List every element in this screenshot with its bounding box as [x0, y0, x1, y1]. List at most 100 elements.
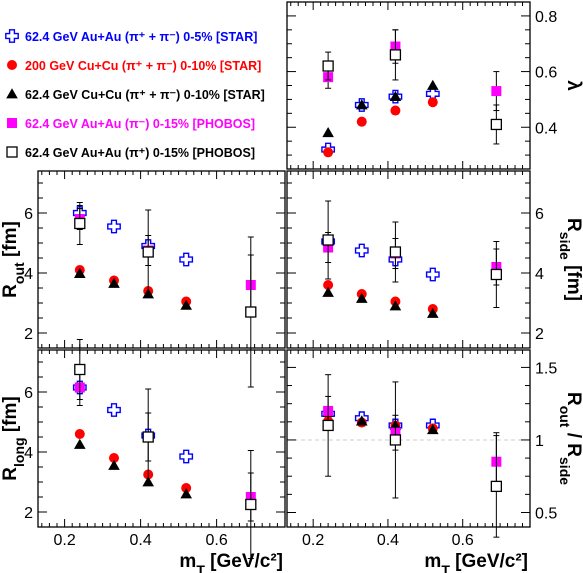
open-square-marker	[490, 480, 503, 493]
filled-triangle-marker	[389, 300, 402, 311]
y-tick-label: 4	[24, 445, 33, 462]
y-tick-label: 4	[24, 266, 33, 283]
y-tick-label: 6	[24, 206, 33, 223]
series	[322, 79, 439, 138]
series	[74, 267, 192, 310]
x-tick-label: 0.6	[205, 532, 227, 549]
legend-label: 200 GeV Cu+Cu (π⁺ + π⁻) 0-10% [STAR]	[25, 59, 261, 73]
filled-triangle-marker	[6, 88, 18, 99]
series	[323, 29, 502, 112]
legend-label: 62.4 GeV Au+Au (π⁺) 0-15% [PHOBOS]	[25, 146, 255, 160]
y-axis-label: Rout / Rside	[557, 392, 583, 485]
legend-entry: 62.4 GeV Au+Au (π⁺ + π⁻) 0-5% [STAR]	[5, 29, 257, 44]
legend-entry: 200 GeV Cu+Cu (π⁺ + π⁻) 0-10% [STAR]	[7, 59, 261, 73]
series	[321, 406, 440, 433]
filled-triangle-marker	[74, 438, 86, 449]
series	[74, 369, 256, 522]
filled-triangle-marker	[108, 459, 120, 470]
x-axis-label: mT [GeV/c²]	[424, 551, 528, 573]
panel-frame	[286, 170, 531, 349]
filled-circle-marker	[7, 60, 17, 70]
open-square-marker	[245, 306, 257, 318]
open-square-marker	[142, 246, 154, 258]
y-axis-label: Rout [fm]	[0, 221, 27, 298]
open-square-marker	[74, 217, 86, 230]
x-tick-label: 0.4	[377, 532, 399, 549]
open-cross-marker	[354, 243, 369, 258]
filled-triangle-marker	[427, 307, 439, 318]
filled-circle-marker	[181, 483, 192, 493]
y-axis-label: λ	[563, 80, 583, 91]
series	[74, 202, 257, 388]
open-cross-marker	[107, 403, 121, 417]
filled-triangle-marker	[322, 127, 334, 138]
filled-square-marker	[491, 86, 502, 97]
series	[321, 234, 440, 282]
x-tick-label: 0.2	[302, 532, 324, 549]
filled-triangle-marker	[74, 267, 86, 278]
open-cross-marker	[179, 252, 194, 267]
filled-triangle-marker	[180, 488, 192, 499]
x-tick-label: 0.2	[53, 532, 75, 549]
panel-frame	[37, 170, 286, 349]
open-square-marker	[322, 60, 334, 72]
series	[72, 205, 194, 267]
series	[74, 339, 257, 559]
filled-circle-marker	[109, 453, 119, 463]
legend-entry: 62.4 GeV Au+Au (π⁻) 0-15% [PHOBOS]	[7, 117, 255, 131]
series	[323, 395, 502, 492]
filled-triangle-marker	[180, 299, 192, 310]
legend: 62.4 GeV Au+Au (π⁺ + π⁻) 0-5% [STAR] 200…	[5, 29, 265, 160]
filled-triangle-marker	[427, 423, 439, 435]
legend-marker-filled-triangle	[6, 88, 18, 99]
filled-circle-marker	[323, 147, 334, 158]
filled-circle-marker	[74, 429, 85, 439]
open-square-marker	[389, 246, 402, 258]
x-tick-label: 0.4	[129, 532, 151, 549]
legend-label: 62.4 GeV Au+Au (π⁺ + π⁻) 0-5% [STAR]	[25, 30, 257, 44]
series	[322, 286, 439, 318]
series	[321, 86, 440, 157]
open-cross-marker	[5, 29, 19, 43]
filled-triangle-marker	[322, 286, 334, 297]
y-axis-label: Rlong [fm]	[0, 396, 27, 480]
y-tick-label: 1.5	[535, 360, 557, 377]
panel-frame	[37, 349, 286, 528]
filled-circle-marker	[323, 280, 334, 290]
y-tick-label: 0.5	[535, 505, 557, 522]
y-tick-label: 0.4	[535, 120, 557, 137]
series	[322, 29, 503, 145]
y-tick-label: 4	[535, 266, 544, 283]
series	[74, 265, 192, 307]
filled-square-marker	[7, 118, 17, 128]
legend-label: 62.4 GeV Au+Au (π⁻) 0-15% [PHOBOS]	[25, 117, 255, 131]
y-axis-label: Rside [fm]	[557, 218, 583, 301]
series	[74, 208, 256, 316]
series	[322, 406, 439, 435]
y-tick-label: 0.8	[535, 9, 557, 26]
open-square-marker	[490, 118, 503, 131]
open-cross-marker	[179, 449, 194, 464]
y-tick-label: 2	[24, 326, 33, 343]
series	[323, 97, 438, 158]
series	[74, 438, 192, 499]
open-square-marker	[389, 434, 402, 446]
open-square-marker	[490, 268, 503, 281]
filled-triangle-marker	[427, 79, 439, 90]
y-tick-label: 0.6	[535, 65, 557, 82]
y-tick-label: 2	[535, 326, 544, 343]
y-tick-label: 6	[535, 206, 544, 223]
filled-triangle-marker	[389, 90, 402, 101]
legend-marker-filled-circle	[7, 60, 17, 70]
x-axis-label: mT [GeV/c²]	[179, 551, 283, 573]
x-tick-label: 0.6	[452, 532, 474, 549]
legend-marker-filled-square	[7, 118, 17, 128]
series	[323, 232, 502, 286]
panel-frame	[286, 349, 531, 528]
filled-triangle-marker	[355, 99, 368, 110]
y-tick-label: 2	[24, 505, 33, 522]
